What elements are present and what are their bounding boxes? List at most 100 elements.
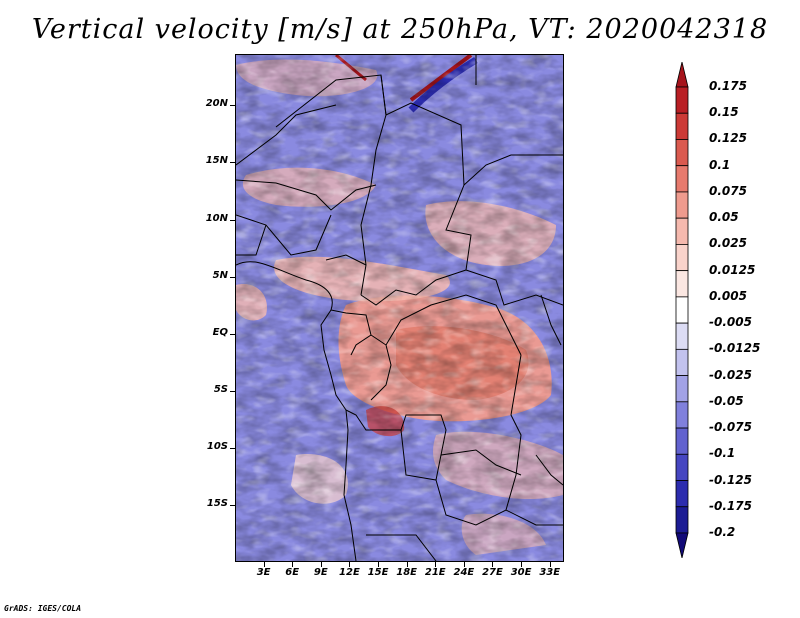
colorbar-label: -0.005 bbox=[709, 315, 752, 330]
lat-tick-mark bbox=[230, 504, 235, 506]
colorbar-label: -0.125 bbox=[709, 472, 752, 487]
lon-tick-mark bbox=[320, 562, 322, 567]
lat-tick-label: 20N bbox=[205, 98, 228, 110]
chart-title: Vertical velocity [m/s] at 250hPa, VT: 2… bbox=[31, 14, 769, 45]
colorbar-label: 0.15 bbox=[709, 105, 739, 120]
colorbar-swatch bbox=[675, 375, 689, 403]
lon-tick-mark bbox=[349, 562, 351, 567]
border-line bbox=[370, 334, 392, 401]
colorbar-swatch bbox=[675, 401, 689, 429]
border-line bbox=[400, 429, 442, 481]
colorbar-swatch bbox=[675, 453, 689, 481]
lon-tick-label: 3E bbox=[256, 567, 271, 578]
border-line bbox=[463, 154, 563, 186]
colorbar-swatch bbox=[675, 61, 689, 88]
lat-tick-label: 5N bbox=[212, 269, 228, 281]
border-line bbox=[236, 214, 332, 256]
colorbar-label: -0.075 bbox=[709, 420, 752, 435]
colorbar-swatch bbox=[675, 270, 689, 298]
lon-tick-label: 30E bbox=[510, 567, 532, 578]
country-borders bbox=[236, 55, 563, 561]
lon-tick-mark bbox=[463, 562, 465, 567]
colorbar-swatch bbox=[675, 427, 689, 455]
lon-tick-mark bbox=[492, 562, 494, 567]
border-line bbox=[540, 294, 562, 346]
lon-tick-mark bbox=[521, 562, 523, 567]
colorbar-swatch bbox=[675, 506, 689, 534]
border-line bbox=[325, 254, 367, 266]
lon-tick-label: 12E bbox=[339, 567, 360, 578]
grads-credit: GrADS: IGES/COLA bbox=[4, 604, 82, 613]
colorbar-swatch bbox=[675, 322, 689, 350]
border-line bbox=[435, 479, 563, 526]
border-line bbox=[236, 104, 337, 166]
lat-tick-label: 15N bbox=[205, 155, 228, 167]
lat-tick-mark bbox=[230, 105, 235, 107]
border-line bbox=[385, 294, 522, 356]
lat-tick-label: 10N bbox=[205, 212, 228, 224]
colorbar-label: 0.175 bbox=[709, 79, 747, 93]
map-plot-area bbox=[235, 54, 564, 562]
border-line bbox=[360, 269, 467, 306]
lon-tick-mark bbox=[263, 562, 265, 567]
lat-tick-mark bbox=[230, 219, 235, 221]
lon-tick-mark bbox=[549, 562, 551, 567]
colorbar-swatch bbox=[675, 165, 689, 193]
border-line bbox=[236, 261, 349, 431]
lat-tick-label: 10S bbox=[206, 440, 228, 452]
lat-tick-mark bbox=[230, 333, 235, 335]
border-line bbox=[505, 354, 522, 511]
colorbar-label: 0.1 bbox=[709, 157, 731, 172]
colorbar-label: -0.0125 bbox=[709, 341, 761, 356]
border-line bbox=[366, 534, 437, 561]
colorbar-swatches bbox=[675, 61, 689, 559]
colorbar-swatch bbox=[675, 532, 689, 559]
colorbar-swatch bbox=[675, 244, 689, 272]
colorbar-swatch bbox=[675, 139, 689, 167]
colorbar-label: -0.05 bbox=[709, 393, 744, 408]
colorbar-label: 0.05 bbox=[709, 210, 739, 225]
lat-tick-mark bbox=[230, 276, 235, 278]
lon-tick-label: 33E bbox=[539, 567, 561, 578]
colorbar-label: 0.125 bbox=[709, 131, 747, 146]
colorbar bbox=[668, 61, 708, 559]
colorbar-swatch bbox=[675, 480, 689, 508]
lon-tick-label: 27E bbox=[482, 567, 503, 578]
lon-tick-mark bbox=[435, 562, 437, 567]
colorbar-swatch bbox=[675, 296, 689, 324]
border-line bbox=[330, 309, 372, 356]
lat-tick-label: EQ bbox=[212, 326, 228, 338]
lat-tick-mark bbox=[230, 447, 235, 449]
colorbar-swatch bbox=[675, 217, 689, 245]
colorbar-swatch bbox=[675, 86, 689, 114]
lat-tick-mark bbox=[230, 162, 235, 164]
colorbar-swatch bbox=[675, 191, 689, 219]
colorbar-label: 0.075 bbox=[709, 183, 747, 198]
colorbar-swatch bbox=[675, 112, 689, 140]
colorbar-label: 0.005 bbox=[709, 288, 747, 303]
border-line bbox=[343, 429, 357, 561]
lon-tick-label: 6E bbox=[285, 567, 300, 578]
lat-tick-label: 15S bbox=[206, 497, 228, 509]
lon-tick-label: 21E bbox=[424, 567, 446, 578]
lon-tick-mark bbox=[378, 562, 380, 567]
lon-tick-label: 15E bbox=[367, 567, 389, 578]
colorbar-label: 0.025 bbox=[709, 236, 747, 251]
vertical-velocity-field-map bbox=[236, 55, 563, 561]
field-texture-dark bbox=[236, 55, 563, 561]
colorbar-label: 0.0125 bbox=[709, 262, 756, 277]
border-line bbox=[535, 454, 563, 486]
lon-tick-mark bbox=[292, 562, 294, 567]
border-line bbox=[236, 224, 267, 256]
colorbar-swatch bbox=[675, 348, 689, 376]
border-line bbox=[345, 409, 522, 476]
lon-tick-label: 9E bbox=[313, 567, 328, 578]
lon-tick-label: 24E bbox=[453, 567, 475, 578]
colorbar-label: -0.025 bbox=[709, 367, 752, 382]
lat-tick-label: 5S bbox=[213, 383, 228, 395]
colorbar-label: -0.1 bbox=[709, 446, 736, 461]
lon-tick-label: 18E bbox=[396, 567, 418, 578]
lon-tick-mark bbox=[406, 562, 408, 567]
border-line bbox=[236, 179, 377, 211]
lat-tick-mark bbox=[230, 390, 235, 392]
